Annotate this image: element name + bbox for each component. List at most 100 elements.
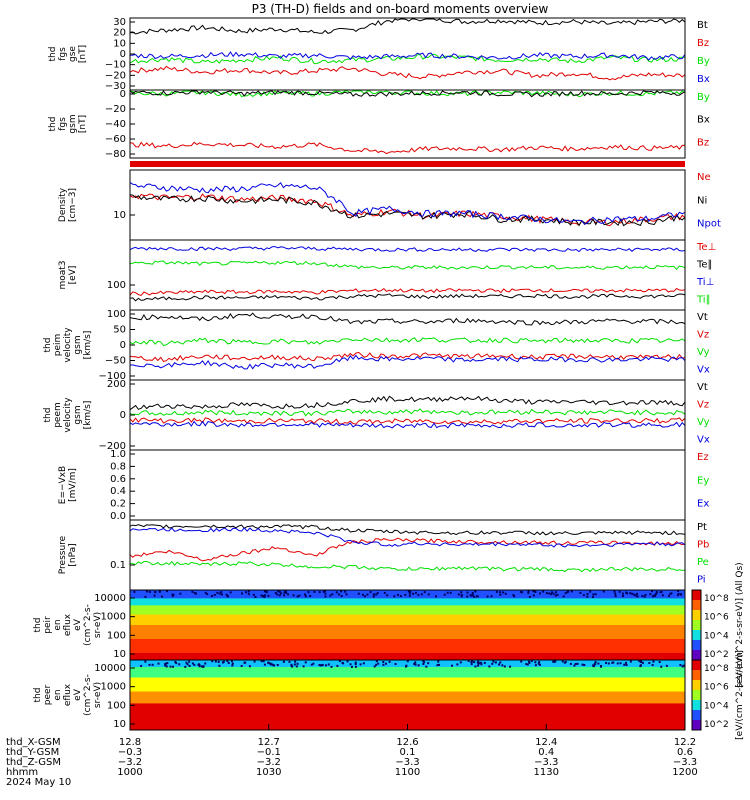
y-axis-label: [cm−3] <box>68 188 78 222</box>
spectrogram-noise <box>166 662 169 665</box>
spectrogram-noise <box>217 660 220 663</box>
spectrogram-noise <box>532 594 535 597</box>
date-label: 2024 May 10 <box>6 777 71 788</box>
spectrogram-noise <box>376 592 379 595</box>
spectrogram-noise <box>681 665 684 668</box>
y-tick-label: −30 <box>105 81 126 92</box>
spectrogram-noise <box>254 595 257 598</box>
spectrogram-noise <box>502 591 505 594</box>
x-row-value: −3.3 <box>395 757 419 768</box>
spectrogram-noise <box>174 660 177 663</box>
spectrogram-noise <box>310 663 313 666</box>
y-axis-label: peer <box>43 684 53 705</box>
series-Te⊥-line <box>129 287 686 296</box>
spectrogram-noise <box>527 660 530 663</box>
y-axis-label: en <box>53 689 63 700</box>
spectrogram-noise <box>492 660 495 663</box>
spectrogram-noise <box>471 592 474 595</box>
y-axis-label: [km/s] <box>83 331 93 360</box>
spectrogram-noise <box>204 662 207 665</box>
panel-8: Pt Pb Pe Pi 0.1 Pressure [nPa] <box>58 519 709 591</box>
spectrogram-noise <box>296 595 299 598</box>
legend-label-Vz: Vz <box>697 400 709 411</box>
y-axis-label: sr-eV) <box>93 612 103 638</box>
spectrogram-band <box>130 598 685 606</box>
spectrogram-noise <box>667 594 670 597</box>
x-row-value: 1130 <box>534 767 559 778</box>
spectrogram-noise <box>274 591 277 594</box>
spectrogram-noise <box>660 665 663 668</box>
spectrogram-noise <box>318 591 321 594</box>
spectrogram-noise <box>436 664 439 667</box>
y-tick-label: 10000 <box>94 663 126 674</box>
spectrogram-noise <box>362 662 365 665</box>
legend-label-Ni: Ni <box>697 195 707 206</box>
spectrogram-noise <box>408 592 411 595</box>
legend-label-Ex: Ex <box>697 499 709 510</box>
colorbar-tick-label: 10^4 <box>704 701 729 711</box>
y-tick-label: −80 <box>105 149 126 160</box>
panel-5: Vt Vz Vy Vx 100 50 0 −50 −100 thd peim velocity gsm[… <box>43 309 710 382</box>
y-axis-label: peem <box>53 402 63 428</box>
spectrogram-noise <box>148 663 151 666</box>
colorbar-segment <box>692 660 701 671</box>
colorbar-segment <box>692 600 701 611</box>
spectrogram-noise <box>344 590 347 593</box>
y-tick-label: 0.1 <box>110 560 126 571</box>
spectrogram-noise <box>145 590 148 593</box>
spectrogram-noise <box>534 591 537 594</box>
spectrogram-noise <box>375 593 378 596</box>
y-axis-label: gsm <box>73 335 83 354</box>
panel-frame <box>129 449 686 521</box>
spectrogram-noise <box>562 595 565 598</box>
spectrogram-noise <box>409 590 412 593</box>
spectrogram-noise <box>191 662 194 665</box>
spectrogram-noise <box>229 591 232 594</box>
spectrogram-noise <box>651 590 654 593</box>
spectrogram-noise <box>216 591 219 594</box>
spectrogram-noise <box>372 595 375 598</box>
spectrogram-noise <box>218 664 221 667</box>
spectrogram-noise <box>359 663 362 666</box>
spectrogram-noise <box>641 594 644 597</box>
spectrogram-noise <box>193 592 196 595</box>
spectrogram-noise <box>304 661 307 664</box>
bz-strip <box>130 161 685 167</box>
spectrogram-noise <box>554 660 557 663</box>
spectrogram-noise <box>576 662 579 665</box>
y-tick-label: 100 <box>107 700 126 711</box>
spectrogram-noise <box>658 660 661 663</box>
spectrogram-noise <box>341 661 344 664</box>
spectrogram-noise <box>144 595 147 598</box>
y-tick-label: 10000 <box>94 593 126 604</box>
series-Bx-line <box>129 90 686 98</box>
spectrogram-noise <box>283 591 286 594</box>
legend-label-Vx: Vx <box>697 435 710 446</box>
chart-title: P3 (TH-D) fields and on-board moments ov… <box>252 2 549 16</box>
spectrogram-noise <box>538 592 541 595</box>
spectrogram-noise <box>623 663 626 666</box>
spectrogram-noise <box>512 594 515 597</box>
legend-label-Ne: Ne <box>697 172 711 183</box>
spectrogram-noise <box>220 591 223 594</box>
x-row-value: 12.8 <box>119 737 141 748</box>
spectrogram-noise <box>629 660 632 663</box>
spectrogram-noise <box>422 660 425 663</box>
spectrogram-noise <box>291 665 294 668</box>
spectrogram-band <box>130 677 685 692</box>
spectrogram-noise <box>253 660 256 663</box>
spectrogram-noise <box>350 665 353 668</box>
y-axis-label: gse <box>68 46 78 62</box>
spectrogram-noise <box>499 591 502 594</box>
spectrogram-noise <box>499 593 502 596</box>
series-Bx-line <box>129 51 686 61</box>
y-tick-label: 0.8 <box>110 461 126 472</box>
spectrogram-noise <box>682 664 685 667</box>
colorbar-segment <box>692 710 701 721</box>
spectrogram-noise <box>530 660 533 663</box>
spectrogram-noise <box>679 664 682 667</box>
colorbar-segment <box>692 670 701 681</box>
spectrogram-noise <box>414 661 417 664</box>
spectrogram-noise <box>634 594 637 597</box>
